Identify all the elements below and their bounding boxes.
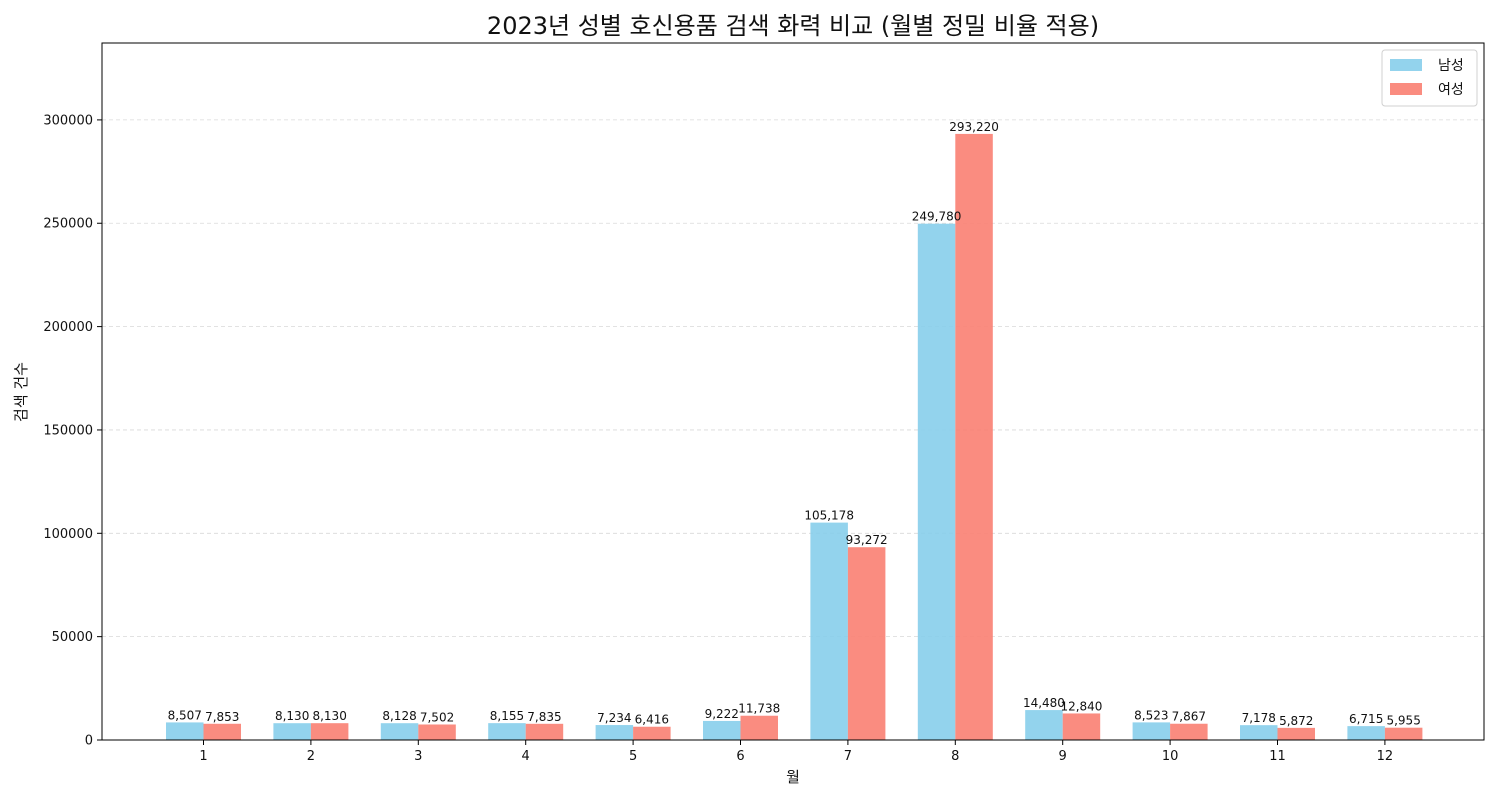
x-tick-label: 1	[199, 749, 207, 764]
bar-value-label: 7,867	[1172, 710, 1206, 724]
bar-value-label: 93,272	[846, 533, 888, 547]
legend-swatch	[1390, 83, 1422, 95]
bar-female	[310, 723, 349, 740]
bar-value-label: 7,853	[205, 710, 239, 724]
bar-male	[488, 723, 526, 740]
bar-value-label: 7,178	[1242, 711, 1276, 725]
bar-value-label: 8,128	[382, 709, 416, 723]
x-tick-label: 11	[1269, 749, 1286, 764]
grid-lines	[102, 119, 1484, 638]
y-tick-label: 0	[85, 734, 93, 749]
bar-value-label: 5,872	[1279, 714, 1313, 728]
bar-male	[1240, 725, 1278, 740]
bar-male	[917, 223, 956, 740]
x-tick-label: 3	[414, 749, 422, 764]
bar-male	[380, 723, 419, 740]
x-tick-label: 10	[1162, 749, 1179, 764]
bar-male	[1025, 710, 1063, 740]
bar-value-label: 6,715	[1349, 712, 1383, 726]
bar-value-label: 249,780	[912, 210, 962, 224]
bar-female	[955, 133, 993, 741]
bar-value-labels: 8,507 7,853 8,130 8,130 8,128 7,502 8,155 7,835…	[168, 120, 1421, 728]
x-tick-label: 8	[951, 749, 959, 764]
bar-female	[1170, 723, 1208, 740]
bar-value-label: 11,738	[738, 702, 780, 716]
bar-female	[847, 547, 886, 740]
x-tick-label: 6	[736, 749, 744, 764]
bar-female	[203, 723, 241, 740]
bar-value-label: 6,416	[635, 713, 669, 727]
x-tick-label: 5	[629, 749, 637, 764]
bar-value-label: 105,178	[804, 509, 854, 523]
bar-male	[810, 522, 848, 740]
bar-value-label: 293,220	[949, 120, 999, 134]
bar-female	[418, 724, 456, 740]
bar-female	[1062, 713, 1101, 740]
y-tick-label: 200000	[43, 320, 93, 335]
bar-male	[273, 723, 311, 740]
y-tick-label: 150000	[43, 423, 93, 438]
bar-value-label: 14,480	[1023, 696, 1065, 710]
bar-female	[1277, 727, 1315, 740]
chart-title: 2023년 성별 호신용품 검색 화력 비교 (월별 정밀 비율 적용)	[487, 12, 1099, 40]
x-tick-label: 2	[307, 749, 315, 764]
y-axis-label: 검색 건수	[12, 362, 30, 422]
bars	[166, 133, 1423, 741]
bar-value-label: 7,502	[420, 710, 454, 724]
y-tick-label: 300000	[43, 113, 93, 128]
bar-male	[1347, 726, 1385, 740]
bar-value-label: 8,130	[312, 709, 346, 723]
legend-label: 남성	[1438, 58, 1464, 74]
bar-value-label: 12,840	[1060, 699, 1102, 713]
bar-value-label: 8,507	[168, 708, 202, 722]
bar-value-label: 7,234	[597, 711, 631, 725]
bar-male	[1132, 722, 1171, 740]
x-tick-label: 7	[844, 749, 852, 764]
bar-value-label: 9,222	[705, 707, 739, 721]
bar-value-label: 8,155	[490, 709, 524, 723]
bar-male	[166, 722, 204, 740]
y-tick-label: 50000	[52, 630, 93, 645]
x-axis-label: 월	[786, 768, 800, 786]
bar-value-label: 8,523	[1134, 708, 1168, 722]
bar-value-label: 7,835	[527, 710, 561, 724]
y-tick-label: 100000	[43, 527, 93, 542]
bar-male	[595, 725, 634, 740]
x-tick-label: 4	[522, 749, 530, 764]
bar-female	[740, 715, 778, 740]
bar-female	[525, 723, 564, 740]
x-tick-label: 9	[1059, 749, 1067, 764]
legend-swatch	[1390, 59, 1422, 71]
legend-label: 여성	[1438, 82, 1464, 98]
bar-female	[633, 726, 671, 740]
bar-value-label: 8,130	[275, 709, 309, 723]
plot-frame	[101, 42, 1485, 741]
bar-male	[703, 720, 741, 740]
bar-value-label: 5,955	[1386, 714, 1420, 728]
bar-female	[1384, 727, 1423, 740]
y-tick-label: 250000	[43, 217, 93, 232]
x-tick-label: 12	[1377, 749, 1394, 764]
